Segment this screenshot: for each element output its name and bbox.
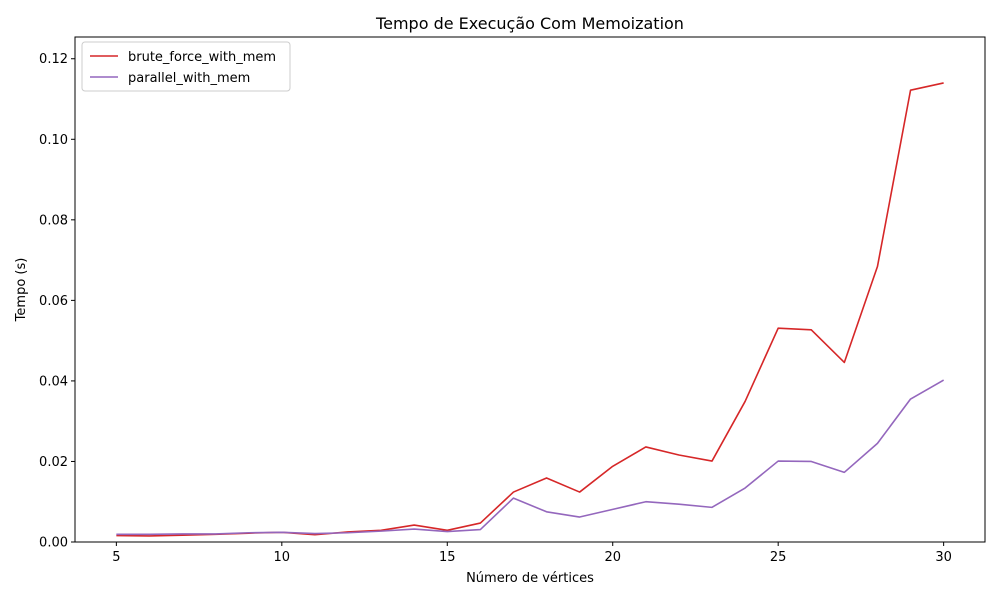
- y-tick-label: 0.06: [39, 294, 68, 309]
- y-tick-label: 0.10: [39, 133, 68, 148]
- legend-frame: [81, 41, 291, 92]
- y-tick-label: 0.04: [39, 374, 68, 389]
- y-tick-label: 0.00: [39, 536, 68, 551]
- legend: brute_force_with_mem parallel_with_mem: [81, 41, 291, 92]
- x-tick-label: 10: [274, 550, 291, 565]
- legend-label-brute-force-with-mem: brute_force_with_mem: [128, 50, 276, 65]
- x-tick-label: 15: [439, 550, 456, 565]
- chart-title: Tempo de Execução Com Memoization: [375, 14, 684, 33]
- x-tick-label: 30: [935, 550, 952, 565]
- y-tick-label: 0.08: [39, 213, 68, 228]
- legend-label-parallel-with-mem: parallel_with_mem: [128, 71, 250, 86]
- series-line-parallel-with-mem: [116, 379, 945, 536]
- y-axis-ticks: 0.00 0.02 0.04 0.06 0.08 0.10 0.12: [39, 52, 75, 551]
- series-layer: [116, 82, 945, 537]
- plot-area-frame: [74, 36, 986, 543]
- x-tick-label: 20: [604, 550, 621, 565]
- x-tick-label: 5: [112, 550, 120, 565]
- y-tick-label: 0.12: [39, 52, 68, 67]
- x-axis-ticks: 5 10 15 20 25 30: [112, 542, 952, 565]
- x-axis-label: Número de vértices: [466, 571, 594, 586]
- y-axis-label: Tempo (s): [14, 258, 29, 323]
- x-tick-label: 25: [770, 550, 787, 565]
- y-tick-label: 0.02: [39, 455, 68, 470]
